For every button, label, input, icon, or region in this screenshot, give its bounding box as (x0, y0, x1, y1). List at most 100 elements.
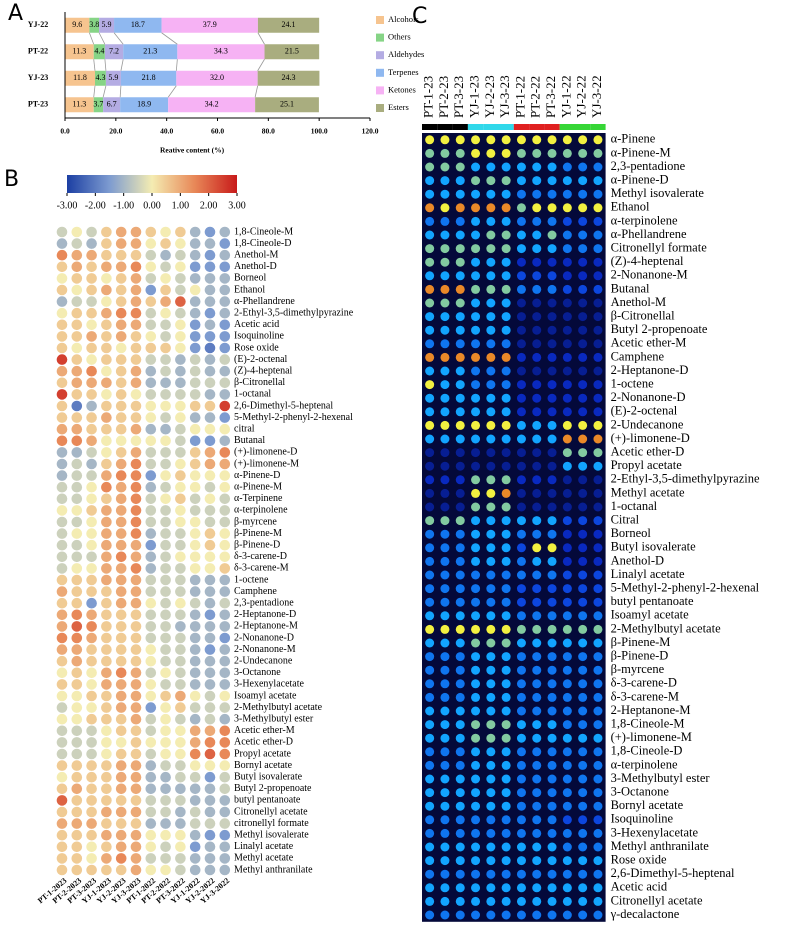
bar-segment (105, 70, 121, 86)
spot (486, 760, 496, 770)
spot (486, 910, 496, 920)
spot (425, 910, 435, 920)
spot (486, 162, 496, 172)
heat-dot (115, 447, 127, 458)
heat-dot (71, 702, 83, 713)
heat-dot (86, 632, 97, 644)
heat-dot (204, 644, 216, 655)
heat-dot (56, 655, 68, 667)
spot (486, 815, 496, 825)
heat-dot (115, 783, 127, 795)
spot (516, 203, 526, 213)
spot (501, 244, 511, 254)
row-label: α-Terpinene (234, 493, 283, 504)
column-label: PT-2-22 (528, 76, 543, 118)
data-label: 24.3 (282, 73, 296, 82)
spot (501, 842, 511, 852)
spot (516, 516, 526, 526)
spot (593, 665, 603, 675)
spot (593, 760, 603, 770)
spot (440, 815, 450, 825)
spot (486, 516, 496, 526)
row-label: 1,8-Cineole-M (234, 226, 293, 237)
heat-dot (86, 400, 97, 412)
spot (471, 570, 481, 580)
heat-dot (101, 412, 112, 423)
spot (516, 461, 526, 471)
heat-dot (160, 365, 171, 377)
spot (486, 529, 496, 539)
spot (516, 284, 526, 294)
spot (501, 883, 511, 893)
spot (425, 624, 435, 634)
column-label: PT-1-23 (421, 76, 436, 118)
heat-dot (189, 644, 201, 655)
spot (532, 638, 542, 648)
heat-dot (160, 435, 171, 447)
spot (532, 284, 542, 294)
spot (516, 312, 526, 322)
heat-dot (219, 319, 231, 331)
heat-dot (189, 296, 201, 307)
heat-dot (130, 447, 142, 458)
heat-dot (115, 655, 127, 667)
heat-dot (189, 377, 201, 389)
heat-dot (130, 365, 142, 377)
heat-dot (204, 806, 216, 818)
row-label: 2,3-pentadione (234, 597, 294, 608)
spot (455, 448, 465, 458)
row-label: Borneol (234, 273, 266, 284)
spot (455, 706, 465, 716)
spot (425, 747, 435, 757)
heat-dot (101, 563, 112, 574)
heat-dot (204, 342, 216, 354)
spot (547, 366, 557, 376)
heat-dot (189, 679, 201, 690)
heat-dot (204, 551, 216, 563)
heat-dot (71, 679, 83, 690)
heat-dot (175, 632, 186, 644)
spot (516, 570, 526, 580)
heat-dot (101, 655, 112, 667)
heat-dot (101, 737, 112, 748)
row-label: α-Pinene (611, 132, 656, 146)
heat-dot (101, 539, 112, 551)
row-label: α-Pinene-D (234, 470, 280, 481)
spot (425, 162, 435, 172)
heat-dot (86, 609, 97, 621)
spot (471, 461, 481, 471)
spot (471, 203, 481, 213)
heat-dot (86, 864, 97, 876)
spot (486, 896, 496, 906)
row-label: 5-Methyl-2-phenyl-2-hexenal (611, 580, 760, 594)
spot (547, 339, 557, 349)
heat-dot (115, 864, 127, 876)
spot (578, 312, 588, 322)
heat-dot (189, 505, 201, 516)
heat-dot (71, 493, 83, 505)
heat-dot (56, 667, 68, 679)
heat-dot (160, 481, 171, 493)
spot (501, 230, 511, 240)
spot (532, 502, 542, 512)
spot (516, 692, 526, 702)
spot (547, 665, 557, 675)
spot (471, 284, 481, 294)
spot (425, 380, 435, 390)
panel-label: C (412, 4, 427, 29)
spot (471, 556, 481, 566)
heat-dot (130, 539, 142, 551)
spot (593, 271, 603, 281)
spot (516, 325, 526, 335)
heat-dot (56, 864, 68, 876)
heat-dot (130, 690, 142, 702)
heat-dot (219, 702, 231, 713)
heat-dot (86, 528, 97, 539)
heat-dot (71, 516, 83, 528)
heat-dot (219, 551, 231, 563)
spot (578, 706, 588, 716)
heat-dot (175, 760, 186, 771)
spot (578, 679, 588, 689)
heat-dot (56, 690, 68, 702)
heat-dot (56, 273, 68, 284)
